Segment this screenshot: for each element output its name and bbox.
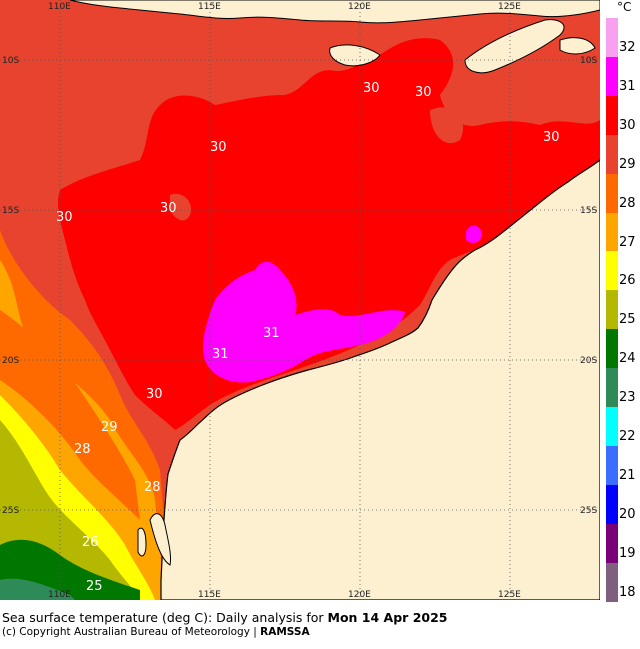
legend-label: 29	[619, 156, 636, 172]
land-island-small	[559, 37, 596, 55]
legend-label: 32	[619, 40, 636, 55]
copyright-prefix: (c) Copyright Australian Bureau of Meteo…	[2, 626, 261, 638]
legend-swatch	[606, 95, 618, 135]
graticule	[0, 0, 600, 600]
sst-band-31	[203, 261, 405, 383]
contour-label: 30	[415, 85, 432, 100]
lat-label-right-15: 15S	[580, 206, 597, 216]
legend-label: 23	[619, 390, 636, 406]
sst-band-29-patch-b	[430, 107, 464, 144]
lat-label-right-25: 25S	[580, 506, 597, 516]
lon-label-top-120: 120E	[348, 2, 371, 12]
lon-label-bottom-120: 120E	[348, 590, 371, 600]
legend-swatch	[606, 173, 618, 213]
copyright-line: (c) Copyright Australian Bureau of Meteo…	[2, 626, 310, 638]
land-indonesia	[69, 0, 600, 24]
sst-band-28-inner	[0, 310, 140, 520]
legend-label: 19	[619, 545, 636, 561]
legend-swatch	[606, 329, 618, 369]
lon-label-bottom-115: 115E	[198, 590, 221, 600]
contour-label: 30	[56, 210, 73, 225]
lon-label-top-115: 115E	[198, 2, 221, 12]
legend-label: 30	[619, 117, 636, 133]
sst-band-23	[0, 578, 75, 600]
lat-label-left-25: 25S	[2, 506, 19, 516]
land-timor	[464, 19, 565, 74]
legend-swatch	[606, 562, 618, 602]
legend-swatch	[606, 523, 618, 563]
lat-label-left-15: 15S	[2, 206, 19, 216]
legend-swatch	[606, 445, 618, 485]
legend-unit: °C	[617, 0, 632, 14]
sst-band-29-patch-a	[170, 193, 191, 221]
land-shark-bay	[149, 513, 171, 566]
land-sumba	[329, 44, 381, 67]
contour-label: 31	[212, 347, 229, 362]
legend-swatch	[606, 368, 618, 408]
legend-swatch	[606, 56, 618, 96]
legend-swatch	[606, 407, 618, 446]
map-caption: Sea surface temperature (deg C): Daily a…	[2, 610, 447, 625]
sst-band-30	[57, 38, 600, 430]
caption-prefix: Sea surface temperature (deg C): Daily a…	[2, 610, 328, 625]
contour-label: 25	[86, 579, 103, 594]
legend-swatch	[606, 18, 618, 57]
copyright-brand: RAMSSA	[260, 626, 310, 638]
sst-band-31-patch	[466, 225, 482, 243]
legend-label: 18	[619, 584, 636, 600]
lat-label-right-20: 20S	[580, 356, 597, 366]
contour-label: 28	[74, 442, 91, 457]
contour-label: 28	[144, 480, 161, 495]
legend-label: 20	[619, 506, 636, 522]
lat-label-left-20: 20S	[2, 356, 19, 366]
lon-label-top-125: 125E	[498, 2, 521, 12]
contour-label: 26	[82, 535, 99, 550]
lat-label-right-10: 10S	[580, 56, 597, 66]
contour-label: 30	[363, 81, 380, 96]
legend-label: 27	[619, 234, 636, 250]
contour-label: 30	[210, 140, 227, 155]
contour-label: 30	[543, 130, 560, 145]
legend-label: 21	[619, 467, 636, 483]
legend-swatch	[606, 212, 618, 252]
legend-label: 24	[619, 351, 636, 367]
lat-label-left-10: 10S	[2, 56, 19, 66]
contour-label: 29	[101, 420, 118, 435]
contour-label: 31	[263, 326, 280, 341]
land-australia	[160, 159, 600, 600]
contour-label: 30	[160, 201, 177, 216]
lon-label-bottom-110: 110E	[48, 590, 71, 600]
legend-swatch	[606, 484, 618, 524]
caption-date: Mon 14 Apr 2025	[327, 610, 448, 625]
contour-label: 30	[146, 387, 163, 402]
legend-label: 28	[619, 195, 636, 211]
legend-label: 31	[619, 78, 636, 94]
legend-swatch	[606, 134, 618, 174]
legend-label: 25	[619, 312, 636, 328]
temperature-legend: °C 32 31 30 29 28 27 26 25 24 23 22 21 20 19 18	[603, 0, 640, 602]
land-dirk-hartog	[137, 527, 147, 557]
sst-map: 110E 115E 120E 125E 110E 115E 120E 125E …	[0, 0, 600, 600]
lon-label-top-110: 110E	[48, 2, 71, 12]
lon-label-bottom-125: 125E	[498, 590, 521, 600]
legend-label: 26	[619, 273, 636, 289]
legend-swatch	[606, 251, 618, 291]
legend-label: 22	[619, 429, 636, 444]
legend-swatch	[606, 290, 618, 330]
